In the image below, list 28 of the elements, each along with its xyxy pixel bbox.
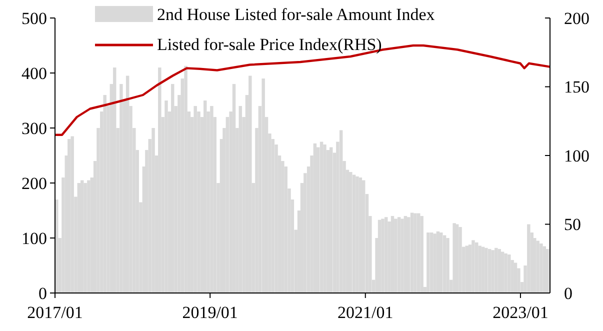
bar [426,232,430,293]
x-tick-label: 2021/01 [338,303,394,322]
y-tick-label: 500 [22,8,47,28]
bar [458,227,462,293]
bar [248,76,252,293]
bar [158,68,162,293]
x-tick-label: 2019/01 [182,303,238,322]
bar [70,136,74,293]
bar [546,249,550,293]
y2-tick-label: 50 [564,215,581,234]
bar [527,224,530,293]
legend-label: 2nd House Listed for-sale Amount Index [157,4,436,24]
y-tick-label: 200 [22,174,47,193]
y-tick-label: 300 [22,118,47,138]
bar [446,238,450,293]
y-tick-label: 100 [22,228,47,248]
x-tick-label: 2017/01 [27,303,83,322]
y-tick-label: 400 [22,64,47,83]
bar [452,223,456,293]
y2-tick-label: 200 [564,8,590,28]
legend-label: Listed for-sale Price Index(RHS) [157,34,382,54]
bar [113,68,116,293]
y2-tick-label: 150 [564,78,590,97]
y2-tick-label: 0 [564,284,572,303]
x-tick-label: 2023/01 [492,303,548,322]
y2-tick-label: 100 [564,146,590,166]
bar [420,216,424,293]
y-tick-label: 0 [38,284,47,303]
